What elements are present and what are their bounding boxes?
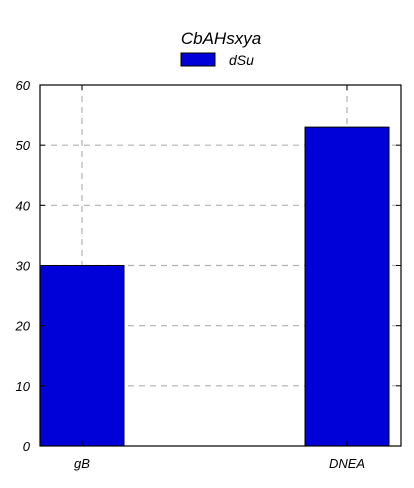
y-tick-label: 20 — [15, 319, 31, 334]
y-tick-label: 10 — [16, 379, 31, 394]
chart-title: CbAHsxya — [181, 29, 261, 48]
bar-DNEA — [304, 126, 390, 447]
y-tick-label: 60 — [16, 78, 31, 93]
legend: dSu — [180, 52, 254, 68]
y-tick-label: 50 — [16, 138, 31, 153]
y-tick-label: 30 — [16, 259, 31, 274]
y-tick-label: 40 — [16, 198, 31, 213]
bar-gB — [39, 265, 125, 447]
legend-label: dSu — [229, 52, 254, 68]
tick-labels: 0 10 20 30 40 50 60 gB DNEA — [15, 78, 366, 471]
x-tick-label: gB — [74, 456, 90, 471]
legend-swatch — [180, 52, 216, 67]
y-tick-label: 0 — [23, 439, 31, 454]
bars — [39, 126, 390, 447]
axes — [39, 84, 402, 447]
x-tick-label: DNEA — [329, 456, 365, 471]
